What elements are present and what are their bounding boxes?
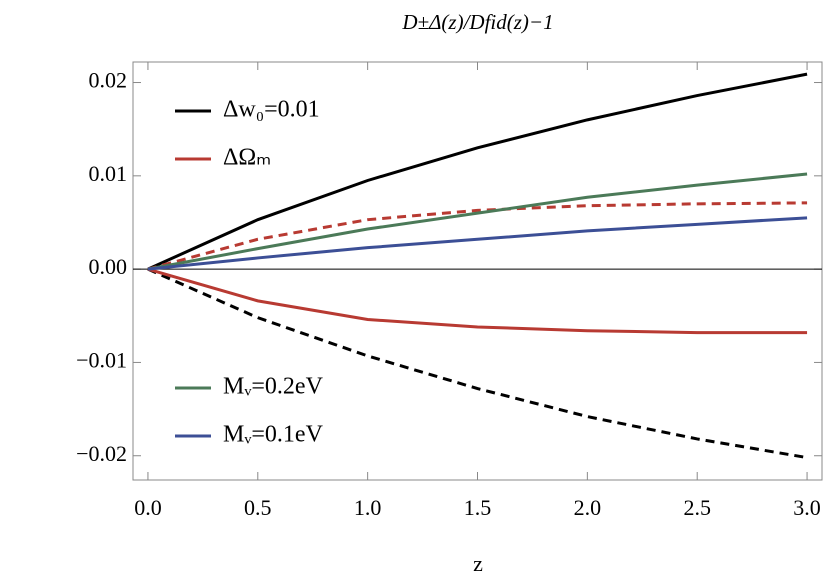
series-line <box>147 216 808 271</box>
legend-label: ΔΩₘ <box>223 145 271 171</box>
series-line <box>147 172 808 271</box>
x-tick-label: 2.0 <box>574 495 602 520</box>
x-tick-label: 0.5 <box>244 495 272 520</box>
series-line <box>147 267 808 335</box>
y-tick-label: 0.00 <box>89 254 128 279</box>
legend-label: Mᵥ=0.1eV <box>223 422 324 448</box>
series-line <box>147 72 808 271</box>
series-line <box>147 267 808 460</box>
x-tick-label: 1.0 <box>354 495 382 520</box>
x-tick-label: 2.5 <box>683 495 711 520</box>
y-tick-label: 0.01 <box>89 161 128 186</box>
legend-label: Mᵥ=0.2eV <box>223 374 324 400</box>
series-line <box>147 201 808 271</box>
x-tick-label: 0.0 <box>134 495 162 520</box>
x-axis-label: z <box>473 551 483 576</box>
chart-title: D±Δ(z)/Dfid(z)−1 <box>401 10 553 34</box>
legend-label: Δw₀=0.01 <box>223 97 320 123</box>
y-tick-label: −0.02 <box>76 441 127 466</box>
y-tick-label: 0.02 <box>89 68 128 93</box>
y-tick-label: −0.01 <box>76 347 127 372</box>
x-tick-label: 3.0 <box>793 495 821 520</box>
x-tick-label: 1.5 <box>464 495 492 520</box>
plot-frame <box>132 61 823 481</box>
